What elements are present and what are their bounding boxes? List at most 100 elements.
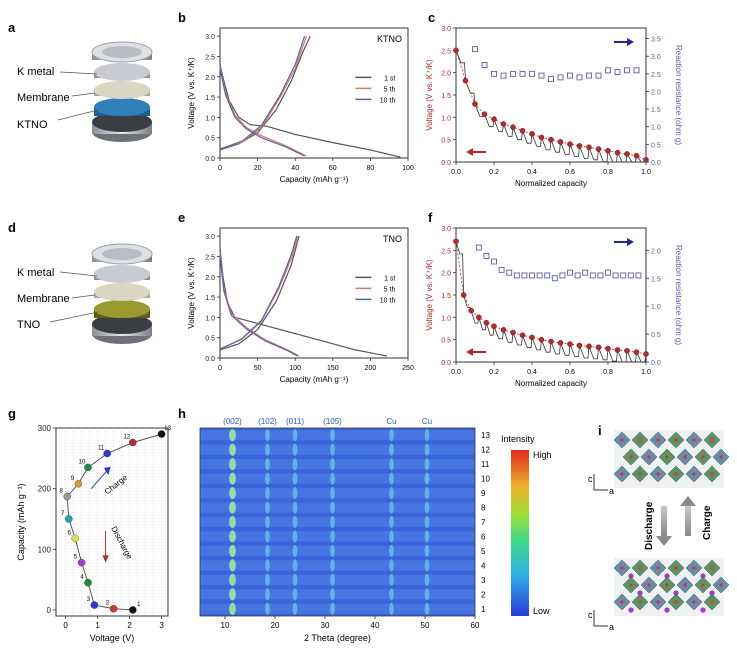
diffraction-peak <box>292 458 298 471</box>
row-label: 7 <box>481 518 486 527</box>
label-membrane-a: Membrane <box>17 92 70 104</box>
leader-tno <box>49 311 99 323</box>
x-tick-label: 150 <box>327 365 339 372</box>
diffraction-peak <box>292 443 298 456</box>
axis-glyph-bottom: c a <box>588 610 614 632</box>
voltage-point <box>567 141 573 147</box>
diffraction-peak <box>229 443 236 456</box>
step-point <box>65 515 73 523</box>
x-tick-label: 0.4 <box>527 369 537 376</box>
voltage-point <box>548 338 554 345</box>
diffraction-peak <box>424 458 430 471</box>
diffraction-peak <box>292 472 298 485</box>
voltage-point <box>481 111 488 118</box>
coin-cell-tno <box>91 243 153 344</box>
voltage-point <box>605 148 611 154</box>
resistance-point <box>624 67 630 74</box>
potassium-ion <box>699 606 707 614</box>
row-label: 4 <box>481 561 486 570</box>
label-kmetal-d: K metal <box>17 267 54 279</box>
legend-label: 10 th <box>380 297 396 304</box>
row-label: 1 <box>481 605 486 614</box>
x-tick-label: 10 <box>221 621 230 630</box>
plot-frame <box>219 227 409 359</box>
scan-row <box>200 516 475 528</box>
y-tick-label: 0 <box>47 606 52 615</box>
axis-c-label: c <box>588 474 593 484</box>
discharge-arrow-head <box>102 555 109 563</box>
diffraction-peak <box>389 602 394 615</box>
kmetal-top <box>94 265 150 283</box>
y2-axis-label: Reaction resistance (ohm g) <box>674 245 683 345</box>
equilibrium-line <box>455 241 647 355</box>
x-tick-label: 250 <box>402 365 414 372</box>
voltage-point <box>614 149 621 156</box>
resistance-point <box>481 62 488 68</box>
y-tick-label: 2.0 <box>441 71 451 78</box>
y2-tick-label: 0.0 <box>651 360 661 367</box>
diffraction-peak <box>389 501 394 514</box>
step-point <box>71 534 79 543</box>
resistance-point <box>567 72 573 79</box>
step-label: 9 <box>71 476 75 482</box>
x-tick-label: 80 <box>367 165 375 172</box>
voltage-point <box>529 334 535 341</box>
step-point <box>74 480 83 488</box>
discharge-curve <box>219 64 401 158</box>
resistance-point <box>582 269 589 276</box>
diffraction-peak <box>330 515 335 529</box>
oxygen-site <box>683 455 687 459</box>
voltage-point <box>633 152 640 159</box>
resistance-point <box>475 244 482 251</box>
electrode-top <box>94 98 150 116</box>
y2-tick-label: 2.5 <box>651 72 661 79</box>
discharge-curve <box>219 248 388 357</box>
y2-axis-label: Reaction resistance (ohm g) <box>674 45 683 145</box>
resistance-point <box>612 272 619 279</box>
y-tick-label: 0.5 <box>205 336 215 343</box>
diffraction-peak <box>229 573 236 586</box>
charge-label: Charge <box>103 473 130 497</box>
y2-tick-label: 0.5 <box>651 142 661 149</box>
voltage-point <box>643 351 649 357</box>
y-axis-label: Voltage (V vs. K⁺/K) <box>425 259 434 331</box>
x-tick-label: 0.4 <box>527 169 537 176</box>
discharge-curve <box>219 254 298 357</box>
diffraction-peak <box>330 443 335 456</box>
scan-row <box>200 560 475 571</box>
oxygen-site <box>710 438 714 442</box>
row-label: 11 <box>481 460 490 469</box>
membrane-top <box>94 283 150 301</box>
panel-letter-a: a <box>8 20 16 35</box>
scan-row <box>200 473 475 484</box>
scan-row <box>200 603 475 614</box>
diffraction-peak <box>424 588 430 601</box>
diffraction-peak <box>265 515 270 529</box>
axis-a-label: a <box>609 622 614 632</box>
resistance-point <box>574 272 581 279</box>
resistance-point <box>538 72 545 79</box>
resistance-point <box>513 272 520 279</box>
step-label: 10 <box>79 459 86 465</box>
x-tick-label: 0.8 <box>603 369 613 376</box>
arrow-right-head <box>627 38 634 46</box>
colorbar-title: Intensity <box>501 434 535 444</box>
diffraction-peak <box>292 544 298 557</box>
row-label: 9 <box>481 489 486 498</box>
panel-letter-i: i <box>598 423 602 438</box>
x-tick-label: 100 <box>289 365 301 372</box>
step-point <box>77 558 86 567</box>
scan-row <box>200 488 475 499</box>
row-label: 10 <box>481 475 490 484</box>
x-tick-label: 0.6 <box>565 369 575 376</box>
colorbar-high-label: High <box>533 450 552 460</box>
voltage-point <box>586 144 592 151</box>
step-point <box>84 578 92 587</box>
voltage-point <box>472 101 478 107</box>
diffraction-peak <box>389 429 394 442</box>
oxygen-site <box>656 472 660 476</box>
x-tick-label: 1 <box>95 621 100 630</box>
diffraction-peak <box>424 544 430 557</box>
diffraction-peak <box>330 559 335 572</box>
diffraction-peak <box>292 429 298 442</box>
